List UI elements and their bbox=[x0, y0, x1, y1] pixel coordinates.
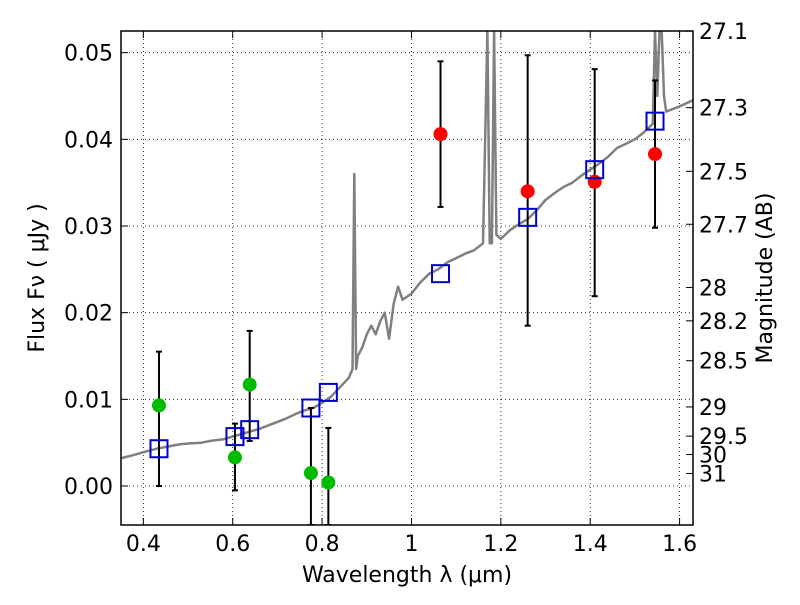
y-tick-label: 0.04 bbox=[64, 128, 113, 153]
right-tick-label: 28 bbox=[699, 276, 727, 301]
right-tick-label: 29.5 bbox=[699, 425, 748, 450]
x-tick-label: 1.4 bbox=[573, 532, 608, 557]
right-tick-label: 31 bbox=[699, 462, 727, 487]
y-tick-label: 0.00 bbox=[64, 475, 113, 500]
y-tick-label: 0.05 bbox=[64, 42, 113, 67]
y-right-axis-label: Magnitude (AB) bbox=[753, 193, 778, 364]
y-tick-label: 0.03 bbox=[64, 215, 113, 240]
plot-clip-group bbox=[121, 31, 693, 525]
model-point bbox=[240, 420, 260, 440]
x-tick-label: 1.6 bbox=[662, 532, 697, 557]
right-tick-label: 28.5 bbox=[699, 350, 748, 375]
data-point bbox=[227, 450, 242, 465]
data-point bbox=[648, 147, 663, 162]
right-tick-label: 27.3 bbox=[699, 97, 748, 122]
data-point bbox=[433, 127, 448, 142]
right-tick-label: 28.2 bbox=[699, 310, 748, 335]
y-tick-label: 0.01 bbox=[64, 388, 113, 413]
data-point bbox=[303, 466, 318, 480]
x-tick-label: 0.8 bbox=[305, 532, 340, 557]
axes: 0.4 0.6 0.8 1 1.2 1.4 1.6 0.00 0.01 0.02 0.03 0.04 0… bbox=[64, 20, 748, 557]
right-tick-label: 30 bbox=[699, 444, 727, 469]
data-point bbox=[151, 398, 166, 413]
right-tick-label: 27.5 bbox=[699, 160, 748, 185]
y-tick-label: 0.02 bbox=[64, 302, 113, 327]
model-point bbox=[225, 427, 245, 447]
model-point bbox=[645, 111, 665, 131]
model-point bbox=[149, 439, 169, 459]
x-tick-label: 1 bbox=[404, 532, 418, 557]
model-point bbox=[518, 207, 538, 227]
x-axis-label: Wavelength λ (μm) bbox=[302, 563, 512, 588]
model-point bbox=[301, 398, 321, 418]
right-tick-label: 27.1 bbox=[699, 20, 748, 45]
plot-frame bbox=[120, 30, 694, 526]
plot-area bbox=[121, 31, 693, 525]
right-tick-label: 27.7 bbox=[699, 213, 748, 238]
right-tick-label: 29 bbox=[699, 396, 727, 421]
grid-lines bbox=[121, 31, 693, 525]
model-point bbox=[431, 264, 451, 284]
model-spectrum-line bbox=[121, 31, 693, 460]
model-point bbox=[318, 382, 338, 402]
data-point bbox=[242, 377, 257, 392]
x-tick-label: 0.4 bbox=[126, 532, 161, 557]
data-point bbox=[520, 184, 535, 199]
data-point bbox=[587, 174, 602, 189]
model-point bbox=[585, 160, 605, 180]
x-tick-label: 1.2 bbox=[483, 532, 518, 557]
y-axis-label: Flux Fν ( μJy ) bbox=[25, 203, 50, 352]
data-point bbox=[321, 475, 336, 490]
x-tick-label: 0.6 bbox=[215, 532, 250, 557]
